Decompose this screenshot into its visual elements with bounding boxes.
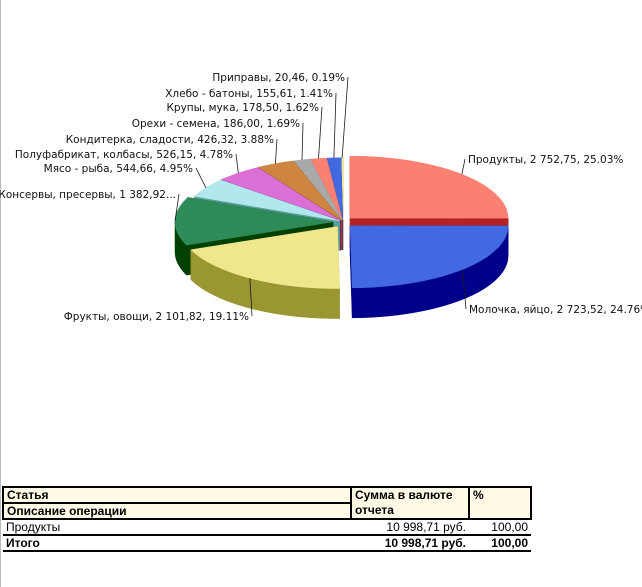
slice-label: Консервы, пресервы, 1 382,92...	[0, 189, 176, 201]
leader-line	[249, 278, 253, 317]
total-percent: 100,00	[469, 534, 531, 552]
leader-line	[174, 193, 180, 222]
slice-label: Продукты, 2 752,75, 25.03%	[468, 154, 623, 166]
slice-label: Молочка, яйцо, 2 723,52, 24.76%	[469, 304, 642, 316]
row-article: Продукты	[3, 519, 351, 536]
leader-line	[333, 92, 337, 158]
table-subheader-row: Описание операции	[2, 502, 531, 520]
slice-label: Орехи - семена, 186,00, 1.69%	[132, 118, 300, 130]
total-label: Итого	[3, 534, 351, 552]
report-table: Статья Сумма в валюте отчета % Описание …	[2, 486, 532, 552]
column-header-percent: %	[468, 486, 532, 520]
slice-label: Фрукты, овощи, 2 101,82, 19.11%	[64, 311, 249, 323]
leader-line	[341, 76, 349, 158]
left-divider	[0, 0, 1, 587]
leader-line	[462, 269, 467, 310]
leader-line	[461, 158, 466, 175]
column-header-description: Описание операции	[2, 502, 352, 520]
pie-slice-молочка	[349, 225, 509, 319]
leader-line	[195, 167, 207, 188]
column-header-article: Статья	[2, 486, 352, 504]
slice-label: Полуфабрикат, колбасы, 526,15, 4.78%	[15, 149, 233, 161]
slice-label: Хлебо - батоны, 155,61, 1.41%	[165, 88, 333, 100]
leader-line	[318, 106, 323, 159]
slice-label: Кондитерка, сладости, 426,32, 3.88%	[66, 134, 274, 146]
total-amount: 10 998,71 руб.	[351, 534, 469, 552]
table-header-row: Статья Сумма в валюте отчета %	[2, 486, 532, 520]
slice-label: Крупы, мука, 178,50, 1.62%	[166, 102, 319, 114]
pie-chart: Продукты, 2 752,75, 25.03% Молочка, яйцо,…	[0, 72, 642, 323]
row-amount: 10 998,71 руб.	[351, 519, 469, 536]
slice-label: Приправы, 20,46, 0.19%	[212, 72, 345, 84]
table-total-row: Итого 10 998,71 руб. 100,00	[3, 534, 531, 552]
leader-line	[235, 153, 239, 174]
leader-line	[301, 122, 304, 160]
leader-line	[275, 138, 278, 164]
pie-slice-фрукты	[190, 226, 340, 319]
row-percent: 100,00	[469, 519, 531, 536]
column-header-amount: Сумма в валюте отчета	[350, 486, 470, 520]
table-row: Продукты 10 998,71 руб. 100,00	[3, 519, 531, 536]
slice-label: Мясо - рыба, 544,66, 4.95%	[44, 163, 193, 175]
